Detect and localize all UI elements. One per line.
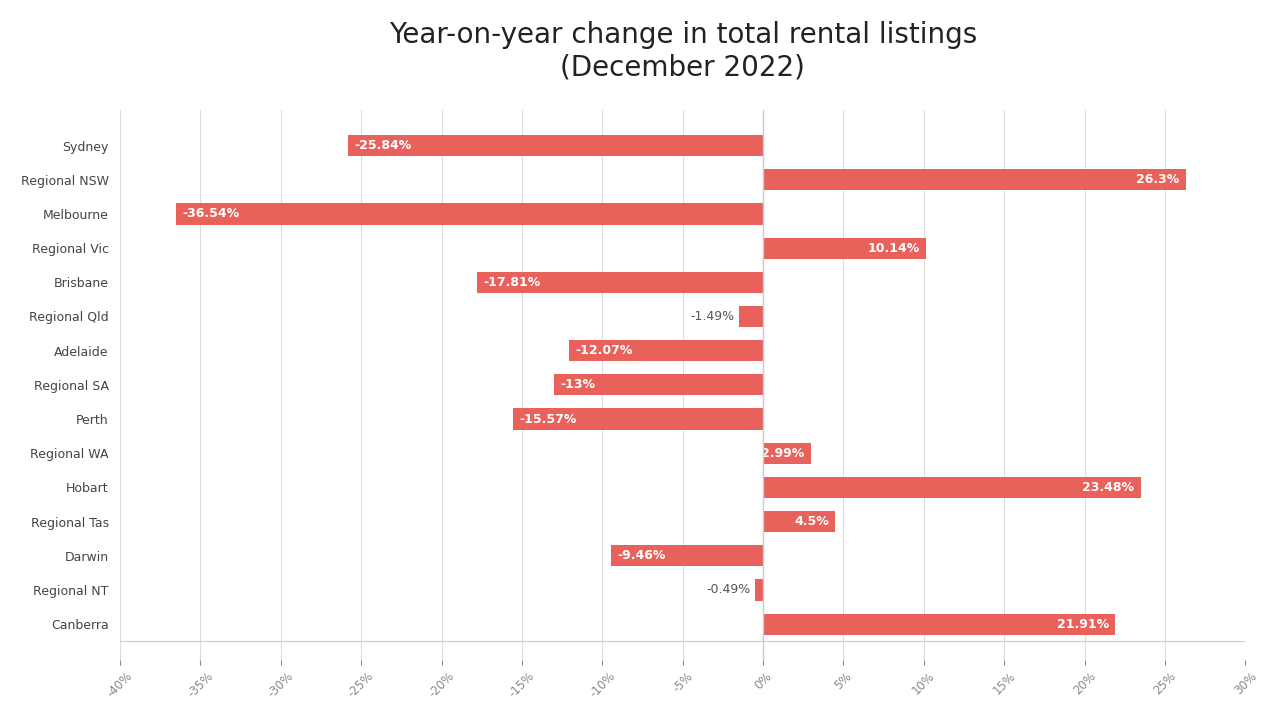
Bar [763, 477, 1140, 498]
Text: -15.57%: -15.57% [520, 412, 576, 425]
Bar [611, 545, 763, 567]
Text: 23.48%: 23.48% [1082, 481, 1134, 494]
Bar [476, 272, 763, 293]
Bar [513, 409, 763, 430]
Bar [763, 169, 1187, 190]
Text: -9.46%: -9.46% [617, 549, 666, 562]
Text: 2.99%: 2.99% [762, 447, 805, 460]
Bar [570, 340, 763, 361]
Text: -1.49%: -1.49% [690, 310, 735, 323]
Bar [739, 306, 763, 327]
Bar [554, 374, 763, 395]
Text: 26.3%: 26.3% [1137, 173, 1179, 186]
Title: Year-on-year change in total rental listings
(December 2022): Year-on-year change in total rental list… [389, 21, 977, 81]
Bar [175, 203, 763, 224]
Bar [763, 614, 1115, 634]
Text: 4.5%: 4.5% [795, 515, 829, 528]
Text: -25.84%: -25.84% [355, 139, 411, 152]
Bar [763, 443, 812, 464]
Bar [348, 135, 763, 156]
Text: -17.81%: -17.81% [483, 276, 540, 289]
Bar [755, 580, 763, 601]
Text: -36.54%: -36.54% [182, 208, 239, 221]
Text: -13%: -13% [561, 379, 595, 392]
Text: -12.07%: -12.07% [576, 344, 632, 357]
Text: 10.14%: 10.14% [868, 242, 919, 255]
Bar [763, 511, 836, 532]
Text: 21.91%: 21.91% [1057, 618, 1108, 631]
Text: -0.49%: -0.49% [707, 583, 750, 596]
Bar [763, 237, 927, 259]
